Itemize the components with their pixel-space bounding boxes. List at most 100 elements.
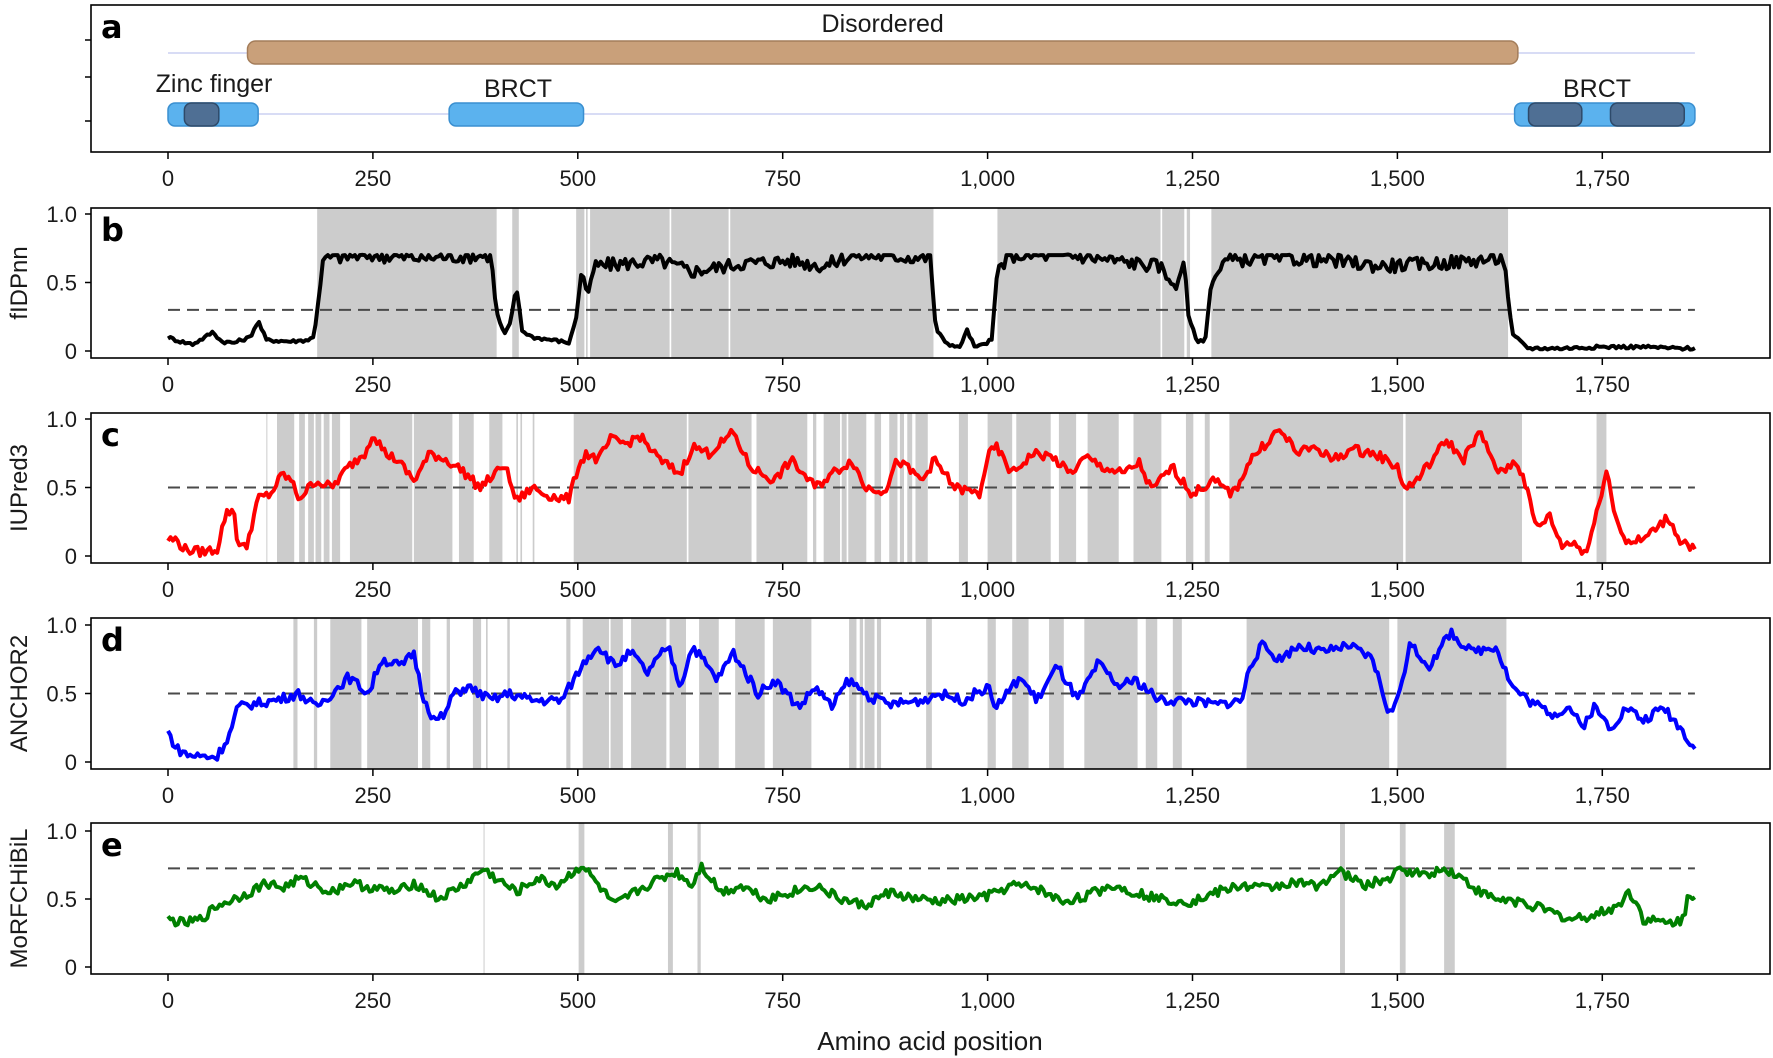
disorder-region	[1186, 208, 1191, 358]
x-tick-label: 500	[559, 577, 596, 602]
x-tick-label: 500	[559, 783, 596, 808]
panel-e: 0 0.5 1.0 MoRFCHiBiL e 0 250 500 750 1,000 1,250 1,…	[6, 819, 1771, 1013]
x-tick-label: 1,250	[1165, 372, 1220, 397]
disorder-region	[578, 823, 585, 974]
x-tick-label: 250	[355, 988, 392, 1013]
x-tick-label: 750	[764, 577, 801, 602]
x-tick-label: 1,250	[1165, 988, 1220, 1013]
x-tick-label: 1,000	[960, 988, 1015, 1013]
x-tick-label: 1,750	[1575, 577, 1630, 602]
x-tick-label: 250	[355, 577, 392, 602]
y-tick-label: 0	[65, 544, 77, 569]
y-tick-label: 0	[65, 750, 77, 775]
disorder-region	[697, 823, 701, 974]
domain-block	[183, 102, 220, 127]
x-tick-label: 1,000	[960, 783, 1015, 808]
x-tick-label: 0	[162, 783, 174, 808]
disorder-region	[730, 208, 934, 358]
disorder-region	[669, 618, 686, 769]
profile-line	[166, 861, 1697, 928]
y-tick-label: 1.0	[46, 407, 77, 432]
x-axis-label: Amino acid position	[817, 1026, 1042, 1056]
x-tick-label: 1,750	[1575, 372, 1630, 397]
disorder-region	[483, 823, 485, 974]
x-tick-label: 0	[162, 577, 174, 602]
domain-block	[448, 102, 585, 127]
disorder-region	[367, 618, 418, 769]
y-axis-label: IUPred3	[6, 444, 33, 532]
x-tick-label: 1,000	[960, 372, 1015, 397]
disorder-region	[313, 618, 318, 769]
disorder-region	[1012, 618, 1029, 769]
panel-c: 0 0.5 1.0 IUPred3 c 0 250 500 750 1,000 1,250 1,500…	[6, 407, 1771, 602]
disorder-region	[915, 413, 928, 563]
disorder-region	[317, 208, 497, 358]
domain-label: BRCT	[484, 75, 552, 103]
x-tick-label: 750	[764, 783, 801, 808]
panel-letter: d	[101, 621, 124, 659]
y-tick-label: 0	[65, 955, 77, 980]
x-tick-label: 750	[764, 988, 801, 1013]
panel-frame	[90, 617, 1771, 770]
x-tick-label: 1,500	[1370, 988, 1425, 1013]
y-tick-label: 1.0	[46, 202, 77, 227]
panel-b: 0 0.5 1.0 fIDPnn b 0 250 500 750 1,000 1,250 1,500 1…	[6, 202, 1771, 397]
x-tick-label: 0	[162, 988, 174, 1013]
disorder-region	[667, 823, 673, 974]
y-axis-label: fIDPnn	[6, 246, 33, 319]
disorder-region	[1049, 618, 1064, 769]
domain-block	[1609, 102, 1686, 127]
disorder-region	[1211, 208, 1509, 358]
disorder-region	[1185, 413, 1194, 563]
profile-line	[166, 252, 1696, 352]
x-tick-label: 1,750	[1575, 166, 1630, 191]
x-tick-label: 750	[764, 372, 801, 397]
disorder-region	[1444, 823, 1455, 974]
domain-label: BRCT	[1563, 75, 1631, 103]
x-tick-label: 1,750	[1575, 783, 1630, 808]
panel-data	[167, 40, 1696, 127]
panel-data	[166, 618, 1697, 769]
x-tick-label: 1,000	[960, 166, 1015, 191]
disorder-region	[446, 618, 450, 769]
disorder-region	[331, 413, 341, 563]
x-tick-label: 0	[162, 166, 174, 191]
y-tick-label: 1.0	[46, 819, 77, 844]
x-tick-label: 1,000	[960, 577, 1015, 602]
x-tick-label: 1,500	[1370, 783, 1425, 808]
x-tick-label: 500	[559, 372, 596, 397]
y-axis-label: MoRFCHiBiL	[6, 828, 33, 968]
panel-letter: e	[101, 826, 123, 864]
panel-d: 0 0.5 1.0 ANCHOR2 d 0 250 500 750 1,000 1,250 1,500…	[6, 613, 1771, 808]
disordered-region-bar	[246, 40, 1519, 65]
disorder-region	[590, 208, 670, 358]
x-tick-label: 1,500	[1370, 577, 1425, 602]
x-tick-label: 750	[764, 166, 801, 191]
x-tick-label: 500	[559, 988, 596, 1013]
y-tick-label: 0.5	[46, 682, 77, 707]
disorder-region	[671, 208, 729, 358]
panel-letter: a	[101, 8, 123, 46]
y-tick-label: 0.5	[46, 271, 77, 296]
x-tick-label: 1,500	[1370, 166, 1425, 191]
x-tick-label: 1,500	[1370, 372, 1425, 397]
y-tick-label: 0.5	[46, 887, 77, 912]
profile-line	[166, 428, 1697, 558]
panel-frame	[90, 412, 1771, 564]
x-tick-label: 0	[162, 372, 174, 397]
x-tick-label: 1,750	[1575, 988, 1630, 1013]
disorder-region	[512, 208, 519, 358]
x-tick-label: 250	[355, 166, 392, 191]
y-tick-label: 0	[65, 339, 77, 364]
disorder-region	[315, 413, 322, 563]
x-tick-label: 250	[355, 783, 392, 808]
x-tick-label: 1,250	[1165, 166, 1220, 191]
disorder-region	[1399, 823, 1406, 974]
x-tick-label: 500	[559, 166, 596, 191]
panel-frame	[90, 207, 1771, 359]
panel-frame	[90, 822, 1771, 975]
domain-block	[1527, 102, 1583, 127]
panel-frame	[90, 4, 1771, 153]
y-axis-label: ANCHOR2	[6, 635, 33, 752]
